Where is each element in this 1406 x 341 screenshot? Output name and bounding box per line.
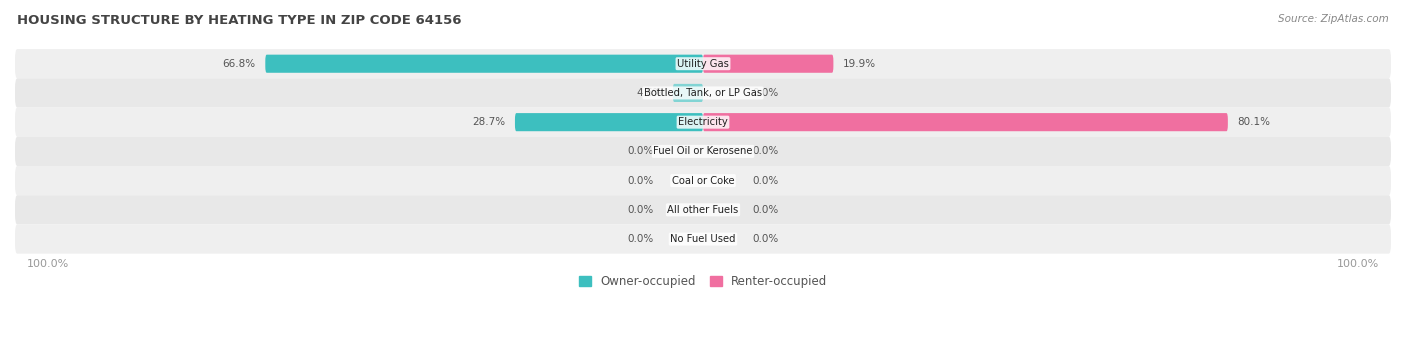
Text: Utility Gas: Utility Gas	[678, 59, 728, 69]
Text: No Fuel Used: No Fuel Used	[671, 234, 735, 244]
Text: 4.6%: 4.6%	[637, 88, 664, 98]
Text: 0.0%: 0.0%	[627, 205, 654, 215]
Text: Bottled, Tank, or LP Gas: Bottled, Tank, or LP Gas	[644, 88, 762, 98]
Text: Fuel Oil or Kerosene: Fuel Oil or Kerosene	[654, 146, 752, 157]
FancyBboxPatch shape	[15, 78, 1391, 107]
Legend: Owner-occupied, Renter-occupied: Owner-occupied, Renter-occupied	[574, 270, 832, 293]
Text: Source: ZipAtlas.com: Source: ZipAtlas.com	[1278, 14, 1389, 24]
FancyBboxPatch shape	[673, 84, 703, 102]
FancyBboxPatch shape	[15, 49, 1391, 78]
Text: 0.0%: 0.0%	[752, 234, 779, 244]
Text: 66.8%: 66.8%	[222, 59, 256, 69]
Text: 28.7%: 28.7%	[472, 117, 505, 127]
Text: 0.0%: 0.0%	[752, 176, 779, 186]
Text: 0.0%: 0.0%	[752, 146, 779, 157]
FancyBboxPatch shape	[266, 55, 703, 73]
FancyBboxPatch shape	[15, 107, 1391, 137]
Text: All other Fuels: All other Fuels	[668, 205, 738, 215]
Text: Coal or Coke: Coal or Coke	[672, 176, 734, 186]
Text: 0.0%: 0.0%	[752, 205, 779, 215]
Text: 0.0%: 0.0%	[627, 176, 654, 186]
FancyBboxPatch shape	[515, 113, 703, 131]
FancyBboxPatch shape	[15, 195, 1391, 224]
Text: 0.0%: 0.0%	[752, 88, 779, 98]
Text: 0.0%: 0.0%	[627, 234, 654, 244]
FancyBboxPatch shape	[703, 113, 1227, 131]
Text: 19.9%: 19.9%	[844, 59, 876, 69]
Text: 0.0%: 0.0%	[627, 146, 654, 157]
Text: HOUSING STRUCTURE BY HEATING TYPE IN ZIP CODE 64156: HOUSING STRUCTURE BY HEATING TYPE IN ZIP…	[17, 14, 461, 27]
FancyBboxPatch shape	[15, 166, 1391, 195]
FancyBboxPatch shape	[15, 137, 1391, 166]
FancyBboxPatch shape	[703, 55, 834, 73]
Text: Electricity: Electricity	[678, 117, 728, 127]
Text: 80.1%: 80.1%	[1237, 117, 1271, 127]
FancyBboxPatch shape	[15, 224, 1391, 254]
